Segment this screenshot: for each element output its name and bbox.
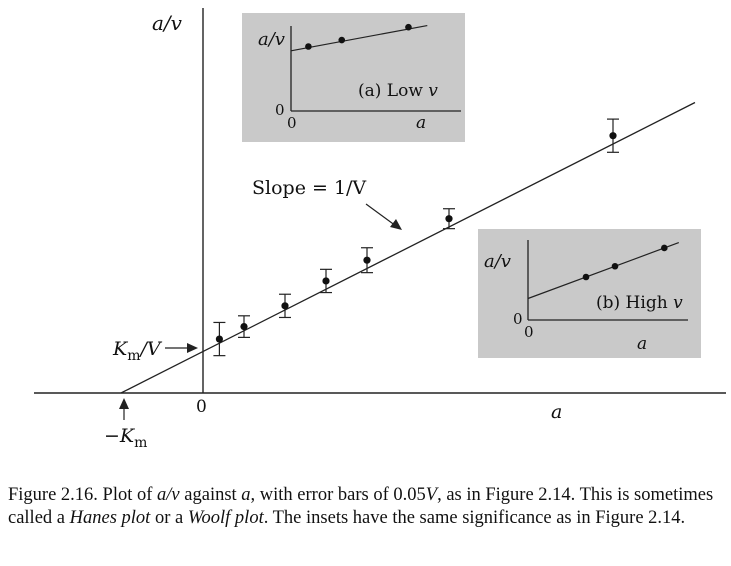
- origin-label: 0: [196, 397, 207, 417]
- slope-arrow-shaft: [365, 203, 397, 227]
- inset-data-point-2: [338, 36, 346, 44]
- slope-arrow-head: [390, 219, 402, 230]
- inset-origin-y-label: 0: [275, 101, 285, 119]
- x-axis-label: a: [551, 401, 562, 423]
- caption-text-6: . The insets have the same significance …: [263, 508, 686, 528]
- inset-data-point-1: [305, 43, 312, 50]
- data-point-2: [240, 323, 248, 331]
- caption-hanes-plot: Hanes plot: [69, 508, 151, 528]
- inset-origin-x-label: 0: [524, 323, 534, 341]
- fit-line: [120, 101, 696, 394]
- data-point-6: [445, 215, 453, 223]
- inset-data-point-2: [611, 262, 619, 270]
- data-point-5: [363, 256, 371, 264]
- caption-math-v: V: [425, 485, 438, 505]
- inset-fit-line: [290, 24, 428, 52]
- slope-label: Slope = 1/V: [252, 177, 366, 199]
- inset-fit-line: [527, 242, 680, 300]
- inset-data-point-3: [405, 23, 412, 31]
- neg-km-label: −Km: [104, 425, 147, 451]
- data-point-1: [215, 335, 223, 343]
- km-v-label: Km/V: [112, 338, 163, 364]
- caption-text-3: , with error bars of 0.05: [250, 485, 426, 505]
- inset-x-axis-label: a: [416, 113, 426, 133]
- inset-origin-y-label: 0: [513, 310, 523, 328]
- caption-text-5: or a: [150, 508, 188, 528]
- data-point-7: [609, 132, 617, 140]
- inset-data-point-3: [661, 244, 668, 252]
- inset-y-axis-label: a/v: [484, 251, 511, 272]
- caption-text-2: against: [179, 485, 242, 505]
- inset-y-axis-label: a/v: [258, 29, 285, 50]
- data-point-4: [322, 277, 330, 285]
- inset-low-v: (a) Low v a/v a 00: [242, 13, 465, 142]
- km-v-arrow-head: [187, 343, 198, 353]
- caption-math-a-over-v: a/v: [157, 485, 180, 505]
- figure-caption: Figure 2.16. Plot of a/v against a, with…: [8, 484, 728, 530]
- inset-x-axis-label: a: [637, 334, 647, 354]
- caption-math-a: a: [241, 485, 251, 505]
- caption-text-4: , as in Figure 2.14. This is sometimes c…: [8, 485, 714, 528]
- inset-panel: [242, 13, 465, 142]
- main-plot: a/v a 0 Slope = 1/V Km/V −Km: [34, 8, 726, 451]
- inset-title: (b) High v: [596, 293, 683, 313]
- inset-data-point-1: [582, 273, 590, 281]
- neg-km-arrow-head: [119, 398, 129, 409]
- y-axis-label: a/v: [152, 11, 183, 35]
- inset-title: (a) Low v: [358, 81, 438, 101]
- data-point-3: [281, 302, 289, 310]
- caption-text-1: Figure 2.16. Plot of: [8, 485, 158, 505]
- inset-origin-x-label: 0: [287, 114, 297, 132]
- caption-woolf-plot: Woolf plot: [187, 508, 264, 528]
- inset-high-v: (b) High v a/v a 00: [478, 229, 701, 358]
